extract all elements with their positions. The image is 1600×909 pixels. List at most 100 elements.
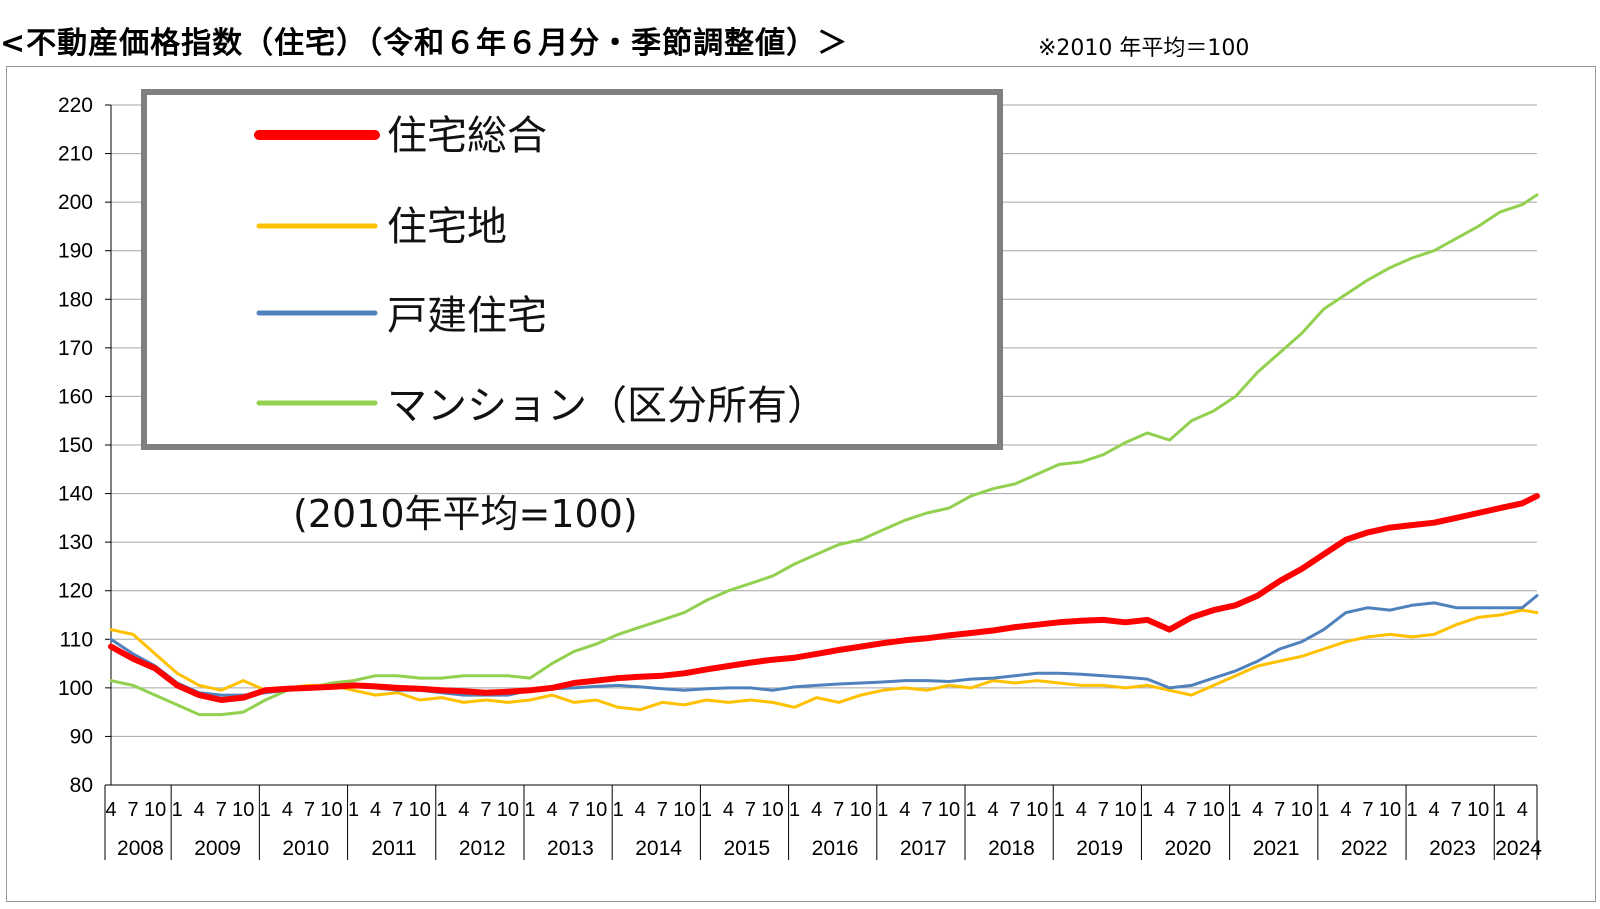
x-month-tick-label: 10: [1202, 799, 1224, 821]
x-month-tick-label: 4: [105, 799, 116, 821]
y-tick-label: 180: [58, 288, 93, 311]
x-year-label: 2009: [194, 837, 241, 860]
x-year-label: 2012: [459, 837, 506, 860]
x-month-tick-label: 1: [1054, 799, 1065, 821]
x-month-tick-label: 4: [1517, 799, 1528, 821]
x-month-tick-label: 10: [1467, 799, 1489, 821]
x-month-tick-label: 10: [144, 799, 166, 821]
y-tick-label: 160: [58, 385, 93, 408]
x-month-tick-label: 10: [1379, 799, 1401, 821]
legend-label-residential-land: 住宅地: [387, 204, 507, 250]
line-chart: 8090100110120130140150160170180190200210…: [58, 89, 1542, 860]
x-month-tick-label: 4: [370, 799, 381, 821]
x-month-tick-label: 4: [723, 799, 734, 821]
x-month-tick-label: 7: [1010, 799, 1021, 821]
x-year-label: 2020: [1164, 837, 1211, 860]
x-month-tick-label: 4: [811, 799, 822, 821]
x-month-tick-label: 7: [833, 799, 844, 821]
x-month-tick-label: 7: [921, 799, 932, 821]
x-year-label: 2024: [1495, 837, 1542, 860]
x-month-tick-label: 10: [938, 799, 960, 821]
x-month-tick-label: 4: [635, 799, 646, 821]
x-month-tick-label: 10: [673, 799, 695, 821]
x-month-tick-label: 10: [1114, 799, 1136, 821]
x-month-tick-label: 4: [194, 799, 205, 821]
x-year-label: 2015: [723, 837, 770, 860]
x-month-tick-label: 10: [1291, 799, 1313, 821]
series-line-residential-land: [109, 608, 1539, 712]
y-tick-label: 130: [58, 531, 93, 554]
x-month-tick-label: 1: [524, 799, 535, 821]
x-year-label: 2011: [371, 837, 416, 860]
chart-frame: 80 90 100 110 120 130 140 150 160 170 180 190 200 210…: [6, 66, 1596, 902]
y-tick-label: 140: [58, 483, 93, 506]
x-month-tick-label: 4: [1164, 799, 1175, 821]
x-month-tick-label: 4: [899, 799, 910, 821]
legend: 住宅総合 住宅地 戸建住宅 マンション（区分所有）: [141, 89, 1003, 450]
x-month-tick-label: 4: [1076, 799, 1087, 821]
x-month-tick-label: 1: [436, 799, 447, 821]
x-month-tick-label: 4: [1429, 799, 1440, 821]
x-month-tick-label: 4: [1340, 799, 1351, 821]
x-month-tick-label: 7: [1362, 799, 1373, 821]
series-line-housing-total: [108, 493, 1540, 703]
x-month-tick-label: 1: [1318, 799, 1329, 821]
x-month-tick-label: 7: [1274, 799, 1285, 821]
y-tick-label: 170: [58, 337, 93, 360]
x-year-label: 2014: [635, 837, 682, 860]
x-month-tick-label: 1: [965, 799, 976, 821]
x-month-tick-label: 7: [480, 799, 491, 821]
legend-box: [141, 89, 1003, 450]
y-tick-label: 80: [70, 774, 93, 797]
legend-label-housing-total: 住宅総合: [387, 113, 547, 159]
y-tick-label: 220: [58, 94, 93, 117]
x-month-tick-label: 10: [1026, 799, 1048, 821]
y-tick-label: 110: [60, 628, 93, 651]
x-month-tick-label: 4: [546, 799, 557, 821]
x-year-label: 2016: [812, 837, 859, 860]
x-month-tick-label: 4: [1252, 799, 1263, 821]
x-month-tick-label: 1: [172, 799, 183, 821]
x-month-tick-label: 7: [1098, 799, 1109, 821]
x-year-label: 2008: [117, 837, 164, 860]
x-month-tick-label: 1: [1495, 799, 1506, 821]
y-axis: 80 90 100 110 120 130 140 150 160 170 180 190 200 210…: [58, 94, 112, 797]
legend-label-condominium: マンション（区分所有）: [387, 383, 827, 429]
x-month-tick-label: 10: [409, 799, 431, 821]
x-year-label: 2018: [988, 837, 1035, 860]
x-month-tick-label: 1: [701, 799, 712, 821]
base-year-annotation: (2010年平均=100): [293, 492, 638, 536]
x-month-tick-label: 4: [458, 799, 469, 821]
x-year-label: 2010: [282, 837, 329, 860]
x-month-tick-label: 1: [789, 799, 800, 821]
x-month-tick-label: 7: [1186, 799, 1197, 821]
series-lines: [108, 193, 1540, 717]
x-month-tick-label: 1: [1142, 799, 1153, 821]
x-year-label: 2019: [1076, 837, 1123, 860]
x-month-tick-label: 1: [877, 799, 888, 821]
x-month-tick-label: 10: [320, 799, 342, 821]
y-tick-label: 100: [58, 677, 93, 700]
y-tick-label: 90: [70, 725, 93, 748]
x-month-tick-label: 7: [216, 799, 227, 821]
y-tick-label: 200: [58, 191, 93, 214]
y-tick-label: 150: [58, 434, 93, 457]
x-month-tick-label: 10: [850, 799, 872, 821]
x-month-tick-label: 10: [497, 799, 519, 821]
x-month-tick-label: 10: [232, 799, 254, 821]
x-year-label: 2022: [1341, 837, 1388, 860]
x-month-tick-label: 7: [392, 799, 403, 821]
y-tick-label: 120: [58, 580, 93, 603]
x-month-tick-label: 4: [987, 799, 998, 821]
base-year-note: ※2010 年平均＝100: [1038, 36, 1250, 61]
y-tick-label: 210: [58, 143, 93, 166]
x-year-label: 2013: [547, 837, 594, 860]
series-line-condominium: [109, 193, 1539, 717]
x-month-tick-label: 1: [1230, 799, 1241, 821]
x-year-label: 2023: [1429, 837, 1476, 860]
page-title: <不動産価格指数（住宅）（令和６年６月分・季節調整値）＞: [0, 26, 849, 61]
series-line-detached-house: [109, 594, 1539, 697]
legend-label-detached-house: 戸建住宅: [387, 293, 547, 339]
x-axis: 4 7 10 1 4 7 10 1 4 7 10 1 4 7 10 1 4 7 10 1 4 7 10 1 4 7 10 1 4 7 10 1…: [104, 785, 1542, 860]
x-month-tick-label: 7: [1451, 799, 1462, 821]
